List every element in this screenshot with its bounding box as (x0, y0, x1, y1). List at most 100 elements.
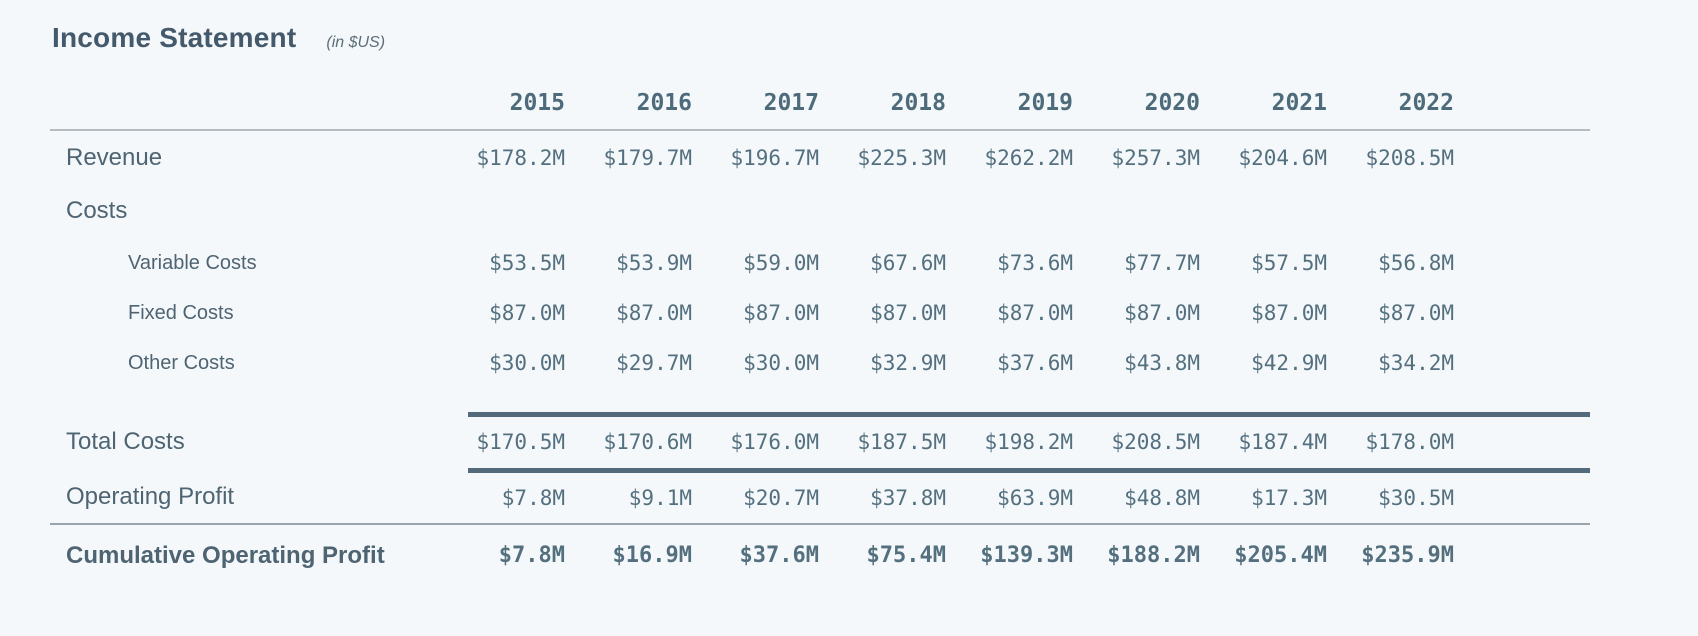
costs-value-2016 (595, 184, 722, 238)
spacer-cell (50, 388, 1590, 414)
revenue-row: Revenue $178.2M $179.7M $196.7M $225.3M $262.… (50, 130, 1590, 184)
variable-costs-value-2019: $73.6M (997, 251, 1073, 275)
variable-costs-value-2022: $56.8M (1378, 251, 1454, 275)
other-costs-row: Other Costs $30.0M $29.7M $30.0M $32.9M $37.6… (50, 338, 1590, 388)
row-end-spacer (1484, 238, 1590, 288)
fixed-costs-value-2016: $87.0M (616, 301, 692, 325)
variable-costs-value-2018: $67.6M (870, 251, 946, 275)
operating-profit-value-2021: $17.3M (1251, 485, 1327, 510)
table-head: 2015 2016 2017 2018 2019 2020 2021 2022 (50, 72, 1590, 131)
cumulative-operating-profit-value-2022: $235.9M (1357, 523, 1484, 586)
other-costs-value-2016: $29.7M (616, 351, 692, 375)
operating-profit-value-2016: $9.1M (628, 485, 692, 510)
fixed-costs-value-2017: $87.0M (743, 301, 819, 325)
year-column-header-2021: 2021 (1230, 72, 1357, 131)
year-column-header-2015: 2015 (468, 72, 595, 131)
costs-row: Costs (50, 184, 1590, 238)
other-costs-value-2018: $32.9M (870, 351, 946, 375)
total-costs-value-2015: $170.5M (468, 411, 595, 473)
income-statement-table: 2015 2016 2017 2018 2019 2020 2021 2022 Revenue… (50, 72, 1590, 586)
costs-value-2019 (976, 184, 1103, 238)
revenue-value-2015: $178.2M (476, 145, 565, 170)
year-column-header-2020: 2020 (1103, 72, 1230, 131)
cumulative-operating-profit-row: Cumulative Operating Profit $7.8M $16.9M $3… (50, 523, 1590, 586)
other-costs-value-2019: $37.6M (997, 351, 1073, 375)
cumulative-operating-profit-value-2016: $16.9M (595, 523, 722, 586)
year-column-header-2022: 2022 (1357, 72, 1484, 131)
cumulative-operating-profit-value-2019: $139.3M (976, 523, 1103, 586)
variable-costs-value-2016: $53.9M (616, 251, 692, 275)
spacer-row (50, 388, 1590, 414)
costs-value-2018 (849, 184, 976, 238)
variable-costs-value-2020: $77.7M (1124, 251, 1200, 275)
fixed-costs-row: Fixed Costs $87.0M $87.0M $87.0M $87.0M $87.0… (50, 288, 1590, 338)
fixed-costs-value-2019: $87.0M (997, 301, 1073, 325)
row-end-spacer (1484, 130, 1590, 184)
revenue-value-2020: $257.3M (1111, 145, 1200, 170)
fixed-costs-value-2020: $87.0M (1124, 301, 1200, 325)
row-end-spacer (1484, 523, 1590, 586)
other-costs-value-2020: $43.8M (1124, 351, 1200, 375)
costs-value-2015 (468, 184, 595, 238)
cumulative-operating-profit-value-2018: $75.4M (849, 523, 976, 586)
fixed-costs-value-2018: $87.0M (870, 301, 946, 325)
variable-costs-value-2017: $59.0M (743, 251, 819, 275)
other-costs-value-2021: $42.9M (1251, 351, 1327, 375)
revenue-value-2017: $196.7M (730, 145, 819, 170)
other-costs-value-2015: $30.0M (489, 351, 565, 375)
total-costs-label: Total Costs (66, 428, 185, 455)
costs-value-2020 (1103, 184, 1230, 238)
costs-label: Costs (66, 197, 128, 224)
revenue-label: Revenue (66, 143, 163, 171)
revenue-value-2022: $208.5M (1365, 145, 1454, 170)
income-statement-panel: Income Statement (in $US) 2015 2016 2017 20… (0, 22, 1698, 586)
costs-value-2021 (1230, 184, 1357, 238)
cumulative-operating-profit-value-2020: $188.2M (1103, 523, 1230, 586)
revenue-value-2019: $262.2M (984, 145, 1073, 170)
operating-profit-value-2017: $20.7M (743, 485, 819, 510)
row-end-spacer (1484, 470, 1590, 524)
revenue-value-2016: $179.7M (603, 145, 692, 170)
fixed-costs-label: Fixed Costs (128, 301, 234, 324)
cumulative-operating-profit-value-2017: $37.6M (722, 523, 849, 586)
year-header-row: 2015 2016 2017 2018 2019 2020 2021 2022 (50, 72, 1590, 131)
variable-costs-label: Variable Costs (128, 251, 257, 274)
operating-profit-value-2015: $7.8M (501, 485, 565, 510)
operating-profit-value-2022: $30.5M (1378, 485, 1454, 510)
fixed-costs-value-2015: $87.0M (489, 301, 565, 325)
page-title: Income Statement (52, 22, 297, 53)
total-costs-value-2022: $178.0M (1357, 411, 1484, 473)
variable-costs-value-2015: $53.5M (489, 251, 565, 275)
costs-value-2017 (722, 184, 849, 238)
total-costs-value-2021: $187.4M (1230, 411, 1357, 473)
total-costs-value-2018: $187.5M (849, 411, 976, 473)
operating-profit-label: Operating Profit (66, 482, 235, 510)
cumulative-operating-profit-value-2015: $7.8M (468, 523, 595, 586)
other-costs-value-2022: $34.2M (1378, 351, 1454, 375)
total-costs-value-2017: $176.0M (722, 411, 849, 473)
table-body: Revenue $178.2M $179.7M $196.7M $225.3M $262.… (50, 130, 1590, 586)
row-end-spacer (1484, 338, 1590, 388)
year-column-header-2017: 2017 (722, 72, 849, 131)
row-end-spacer (1484, 184, 1590, 238)
variable-costs-value-2021: $57.5M (1251, 251, 1327, 275)
operating-profit-row: Operating Profit $7.8M $9.1M $20.7M $37.8M $6… (50, 470, 1590, 524)
year-column-header-2016: 2016 (595, 72, 722, 131)
total-costs-row: Total Costs $170.5M $170.6M $176.0M $187.5M $… (50, 411, 1590, 473)
row-end-spacer (1484, 411, 1590, 473)
operating-profit-value-2020: $48.8M (1124, 485, 1200, 510)
other-costs-value-2017: $30.0M (743, 351, 819, 375)
statement-header: Income Statement (in $US) (0, 22, 1698, 54)
fixed-costs-value-2022: $87.0M (1378, 301, 1454, 325)
year-column-header-2018: 2018 (849, 72, 976, 131)
year-column-header-2019: 2019 (976, 72, 1103, 131)
other-costs-label: Other Costs (128, 351, 235, 374)
costs-value-2022 (1357, 184, 1484, 238)
header-end-spacer (1484, 72, 1590, 131)
fixed-costs-value-2021: $87.0M (1251, 301, 1327, 325)
revenue-value-2018: $225.3M (857, 145, 946, 170)
label-column-header (50, 72, 468, 131)
cumulative-operating-profit-label: Cumulative Operating Profit (50, 523, 468, 586)
cumulative-operating-profit-value-2021: $205.4M (1230, 523, 1357, 586)
operating-profit-value-2019: $63.9M (997, 485, 1073, 510)
